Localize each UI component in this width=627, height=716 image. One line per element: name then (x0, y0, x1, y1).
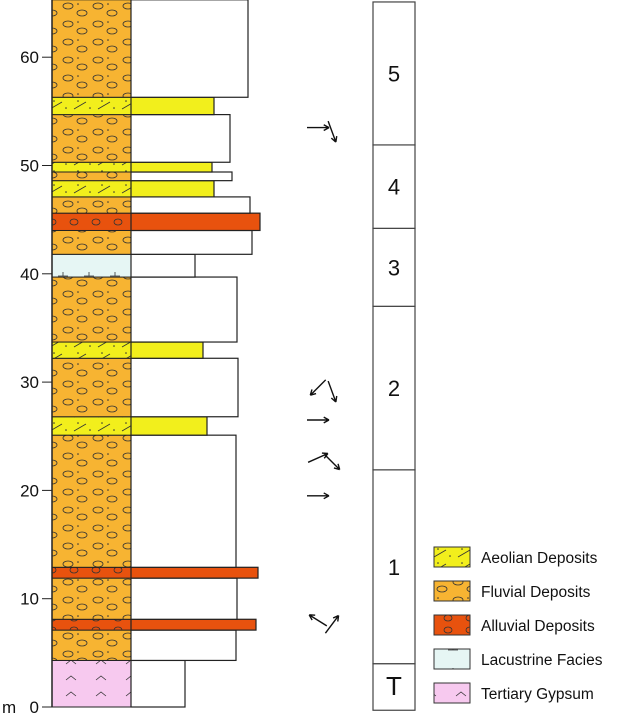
layer-fluvial (51, 171, 132, 182)
tick-label: 60 (20, 48, 39, 67)
legend-swatch-gypsum (433, 682, 471, 704)
profile-bed-aeolian (130, 161, 213, 173)
legend-label-lacustrine: Lacustrine Facies (481, 652, 603, 669)
legend-label-aeolian: Aeolian Deposits (481, 550, 598, 567)
profile-bed-aeolian (130, 341, 204, 359)
tick-label: 20 (20, 481, 39, 500)
arrow-northeast-icon (324, 614, 340, 634)
layer-fluvial (51, 114, 132, 163)
layer-aeolian (51, 416, 132, 436)
profile-bed-fluvial (130, 629, 237, 662)
profile-bed-gypsum (130, 659, 186, 708)
layer-fluvial (51, 229, 132, 255)
unit-box (372, 305, 416, 471)
unit-label: 5 (388, 61, 400, 86)
arrow-southwest-icon (309, 379, 327, 396)
tick-label: 10 (20, 590, 39, 609)
legend-label-alluvial: Alluvial Deposits (481, 618, 595, 635)
layer-fluvial (51, 0, 132, 98)
legend: Aeolian Deposits Fluvial Deposits Alluvial… (433, 546, 603, 704)
unit-box (372, 1, 416, 146)
profile-bed-alluvial (130, 212, 261, 232)
arrow-east-icon (307, 124, 330, 132)
legend-swatch-lacustrine (433, 648, 471, 670)
layer-aeolian (51, 180, 132, 198)
unit-label: T (386, 671, 402, 701)
grain-size-profile (130, 0, 261, 708)
unit-column: T 1 2 3 4 5 (372, 1, 416, 711)
legend-swatch-aeolian (433, 546, 471, 568)
tick-label: 50 (20, 157, 39, 176)
profile-bed-aeolian (130, 180, 215, 198)
profile-bed-fluvial (130, 196, 251, 214)
unit-label: 4 (388, 175, 400, 200)
legend-label-fluvial: Fluvial Deposits (481, 584, 591, 601)
arrow-northwest-icon (308, 614, 328, 627)
arrow-east-icon (307, 492, 330, 500)
profile-bed-fluvial (130, 0, 249, 98)
paleocurrent-arrows (307, 120, 341, 634)
profile-bed-fluvial (130, 171, 233, 182)
tick-label: 30 (20, 373, 39, 392)
tick-label: 40 (20, 265, 39, 284)
arrow-south-southeast-icon (327, 120, 338, 143)
unit-box (372, 227, 416, 307)
profile-bed-fluvial (130, 276, 238, 343)
arrow-southeast-icon (323, 453, 341, 471)
unit-label: 3 (388, 255, 400, 280)
layer-aeolian (51, 96, 132, 116)
legend-swatch-fluvial (433, 580, 471, 602)
profile-bed-lacustrine (130, 253, 196, 278)
profile-bed-fluvial (130, 357, 239, 418)
unit-label: 2 (388, 376, 400, 401)
layer-alluvial (51, 212, 132, 231)
profile-bed-fluvial (130, 577, 238, 620)
profile-bed-aeolian (130, 416, 208, 436)
layer-fluvial (51, 276, 132, 343)
layer-fluvial (51, 629, 132, 661)
unit-box (372, 663, 416, 711)
layer-lacustrine (51, 253, 132, 278)
depth-axis: 0 10 20 30 40 50 60 m (2, 0, 53, 716)
unit-label: 1 (388, 555, 400, 580)
profile-bed-alluvial (130, 566, 259, 579)
layer-aeolian (51, 161, 132, 173)
profile-bed-fluvial (130, 229, 253, 255)
arrow-east-icon (307, 416, 330, 424)
axis-unit-label: m (2, 698, 16, 716)
profile-bed-aeolian (130, 96, 215, 116)
legend-swatch-alluvial (433, 614, 471, 636)
layer-fluvial (51, 196, 132, 214)
layer-alluvial (51, 566, 132, 579)
layer-fluvial (51, 434, 132, 568)
arrow-south-southeast-icon (327, 380, 338, 403)
legend-label-gypsum: Tertiary Gypsum (481, 686, 594, 703)
profile-bed-fluvial (130, 434, 237, 568)
layer-alluvial (51, 618, 132, 631)
layer-aeolian (51, 341, 132, 359)
lithology-layers (51, 0, 132, 708)
tick-label: 0 (30, 698, 39, 716)
profile-bed-alluvial (130, 618, 257, 631)
unit-box (372, 144, 416, 229)
layer-fluvial (51, 577, 132, 620)
unit-box (372, 469, 416, 665)
profile-bed-fluvial (130, 113, 231, 163)
layer-fluvial (51, 357, 132, 418)
layer-gypsum (51, 659, 132, 708)
